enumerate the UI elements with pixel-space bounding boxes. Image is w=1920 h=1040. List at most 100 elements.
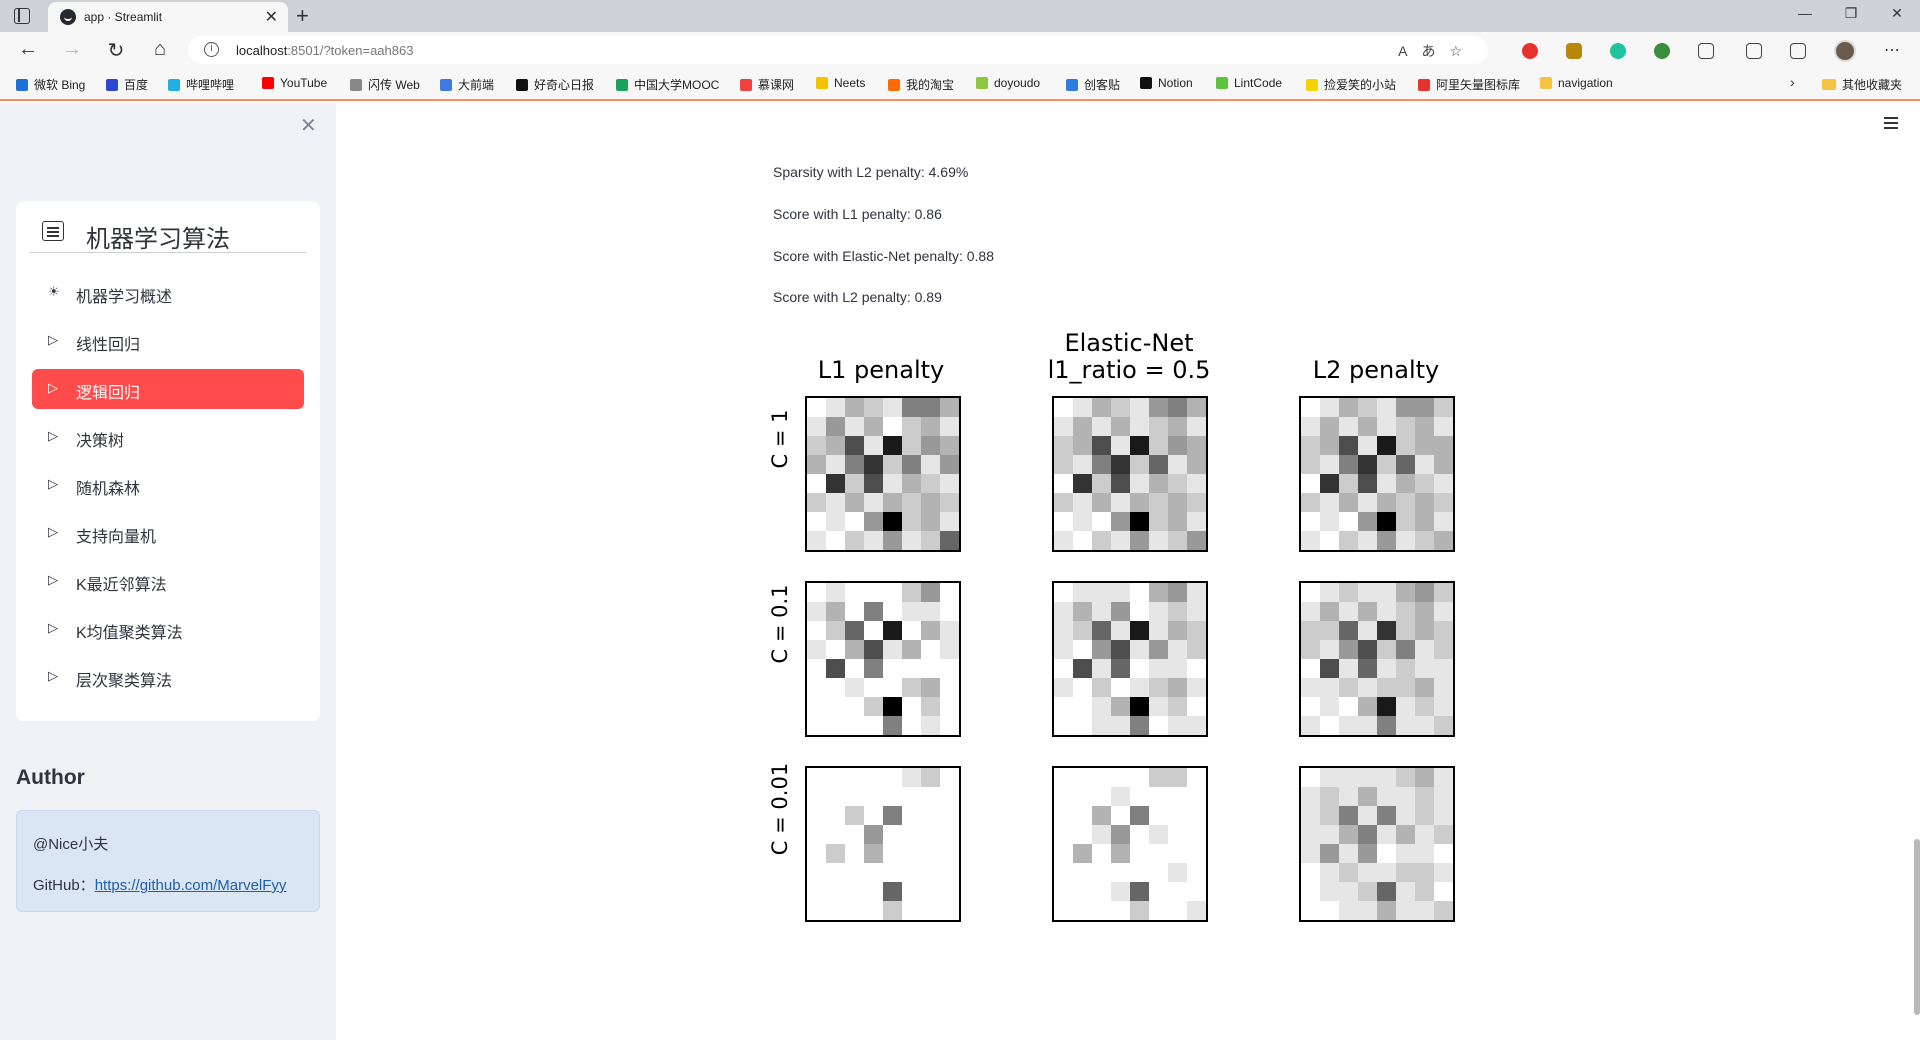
heatmap-cell [1339,882,1358,901]
bookmark[interactable]: 我的淘宝 [888,76,954,93]
bookmark[interactable]: 哔哩哔哩 [168,76,234,93]
profile-avatar[interactable] [1834,40,1856,62]
bookmark[interactable]: 百度 [106,76,148,93]
menu-item-kmeans[interactable]: ▷ K均值聚类算法 [32,609,304,649]
window-close-icon[interactable]: ✕ [1891,5,1903,21]
heatmap-cell [826,436,845,455]
bookmark[interactable]: 中国大学MOOC [616,76,719,93]
heatmap-cell [1434,806,1453,825]
page-scrollbar[interactable] [1914,839,1920,1015]
address-bar[interactable]: i localhost:8501/?token=aah863 Aあ☆ [188,36,1488,64]
translate-icon[interactable]: あ [1421,43,1450,59]
bookmark[interactable]: 闪传 Web [350,76,420,93]
more-menu-icon[interactable]: ⋯ [1884,42,1900,59]
heatmap-cell [921,417,940,436]
heatmap-cell [826,863,845,882]
favorites-icon[interactable] [1746,43,1762,59]
minimize-icon[interactable]: — [1798,5,1812,21]
bookmark[interactable]: 微软 Bing [16,76,85,93]
menu-item-svm[interactable]: ▷ 支持向量机 [32,513,304,553]
menu-item-decision-tree[interactable]: ▷ 决策树 [32,417,304,457]
heatmap-cell [1339,640,1358,659]
heatmap-cell [1301,417,1320,436]
refresh-icon[interactable]: ↻ [107,40,125,62]
heatmap-cell [845,512,864,531]
bookmark-icon [262,77,274,89]
adblock-extension-icon[interactable] [1522,43,1538,59]
bookmark[interactable]: 创客贴 [1066,76,1120,93]
other-bookmarks[interactable]: 其他收藏夹 [1822,76,1902,93]
heatmap-cell [1415,825,1434,844]
bookmark[interactable]: 慕课网 [740,76,794,93]
restore-icon[interactable]: ❐ [1844,5,1858,21]
sidebar-close-icon[interactable]: ✕ [300,115,317,137]
heatmap-cell [1054,768,1073,787]
bookmark[interactable]: YouTube [262,76,327,90]
browser-tab[interactable]: app · Streamlit ✕ [48,2,288,32]
heatmap-cell [1092,901,1111,920]
heatmap-cell [940,640,959,659]
hamburger-menu-icon[interactable] [1884,117,1898,129]
heatmap-cell [921,659,940,678]
extension-icon[interactable] [1610,43,1626,59]
bookmark[interactable]: doyoudo [976,76,1040,90]
heatmap-cell [902,659,921,678]
bookmark-label: 中国大学MOOC [634,78,720,92]
back-icon[interactable]: ← [18,38,38,60]
heatmap-cell [1130,640,1149,659]
heatmap-cell [1130,398,1149,417]
bookmarks-overflow-icon[interactable]: › [1790,74,1795,90]
heatmap-c001-elasticnet [1052,766,1208,922]
heatmap-cell [1301,882,1320,901]
heatmap-cell [1187,583,1206,602]
heatmap-cell [1320,825,1339,844]
menu-item-overview[interactable]: ☀ 机器学习概述 [32,273,304,313]
bookmark[interactable]: LintCode [1216,76,1282,90]
forward-icon[interactable]: → [62,38,82,60]
bookmark[interactable]: 阿里矢量图标库 [1418,76,1520,93]
heatmap-cell [1396,806,1415,825]
extension-icon[interactable] [1566,43,1582,59]
heatmap-cell [883,474,902,493]
heatmap-cell [826,768,845,787]
menu-item-logistic-regression[interactable]: ▷ 逻辑回归 [32,369,304,409]
heatmap-cell [1073,398,1092,417]
column-title-l2: L2 penalty [1261,357,1491,384]
extension-icon[interactable] [1654,43,1670,59]
heatmap-cell [883,621,902,640]
row-label-c01: C = 0.1 [768,584,792,664]
bookmark[interactable]: 捡爱笑的小站 [1306,76,1396,93]
bookmark[interactable]: 大前端 [440,76,494,93]
heatmap-cell [1149,863,1168,882]
github-link[interactable]: https://github.com/MarvelFyy [94,877,287,894]
heatmap-cell [1415,531,1434,550]
bookmark[interactable]: Neets [816,76,865,90]
heatmap-cell [883,455,902,474]
collections-icon[interactable] [1790,43,1806,59]
tab-close-icon[interactable]: ✕ [264,9,278,26]
menu-item-random-forest[interactable]: ▷ 随机森林 [32,465,304,505]
menu-item-knn[interactable]: ▷ K最近邻算法 [32,561,304,601]
favorite-add-icon[interactable]: ☆ [1449,43,1476,59]
bookmark[interactable]: Notion [1140,76,1193,90]
tab-actions-icon[interactable] [14,8,30,24]
heatmap-cell [1358,678,1377,697]
heatmap-cell [807,768,826,787]
home-icon[interactable]: ⌂ [153,38,167,60]
heatmap-cell [883,417,902,436]
menu-item-linear-regression[interactable]: ▷ 线性回归 [32,321,304,361]
heatmap-cell [1377,768,1396,787]
extensions-puzzle-icon[interactable] [1698,43,1714,59]
read-aloud-icon[interactable]: A [1398,43,1422,59]
heatmap-cell [1092,436,1111,455]
new-tab-icon[interactable]: + [296,3,309,28]
heatmap-cell [1130,697,1149,716]
menu-item-hierarchical[interactable]: ▷ 层次聚类算法 [32,657,304,697]
heatmap-cell [1073,825,1092,844]
column-title-l1: L1 penalty [766,357,996,384]
bookmark[interactable]: navigation [1540,76,1613,90]
heatmap-cell [1358,512,1377,531]
heatmap-cell [883,768,902,787]
bookmark[interactable]: 好奇心日报 [516,76,594,93]
site-info-icon[interactable]: i [204,42,219,57]
